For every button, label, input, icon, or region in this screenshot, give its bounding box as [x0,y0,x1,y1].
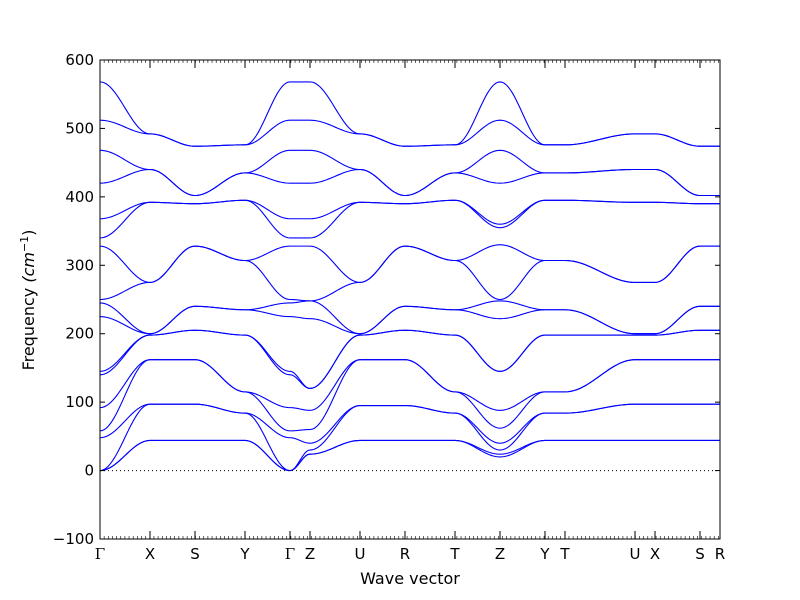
minor-x-ticks [99,60,719,539]
x-axis-title: Wave vector [360,569,460,588]
y-tick-label: 500 [65,119,94,137]
k-point-label: Z [305,545,315,563]
band-lines [99,81,720,472]
y-tick-label: 200 [65,325,94,343]
k-point-label: U [630,545,641,563]
y-tick-label: 0 [84,462,94,480]
band-line-14 [99,199,720,225]
k-point-label: S [695,545,705,563]
band-line-10 [99,300,720,335]
k-point-label: X [650,545,660,563]
y-tick-label: 600 [65,51,94,69]
band-line-5 [99,359,720,432]
band-line-17 [99,119,720,147]
k-point-label: Z [495,545,505,563]
plot-frame [99,59,721,540]
y-axis-unit: (cm [19,252,38,283]
band-line-9 [99,305,720,335]
k-point-label: Y [239,545,250,563]
y-axis-ticks: 600 500 400 300 200 100 0 −100 [53,51,720,548]
y-tick-label: 300 [65,256,94,274]
k-point-label: R [715,545,725,563]
k-point-label: S [190,545,200,563]
band-line-2 [99,439,720,472]
k-point-label: X [145,545,155,563]
band-line-8 [99,329,720,390]
y-tick-label: 400 [65,188,94,206]
k-point-label: T [449,545,460,563]
k-point-label: T [559,545,570,563]
y-axis-unit-exponent: −1 [18,236,31,252]
k-point-label: Y [539,545,550,563]
band-line-11 [99,245,720,302]
y-axis-title: Frequency (cm−1) [18,230,38,371]
band-line-18 [99,81,720,147]
band-line-4 [99,403,720,444]
k-point-label: Γ [285,545,295,563]
k-point-label: Γ [95,545,105,563]
band-line-13 [99,199,720,239]
band-line-3 [99,403,720,472]
k-point-label: R [400,545,410,563]
y-tick-label: 100 [65,393,94,411]
band-line-6 [99,359,720,411]
band-line-15 [99,168,720,197]
y-axis-unit-close: ) [19,230,38,236]
band-line-1 [99,439,720,472]
y-axis-title-text: Frequency [19,283,38,371]
k-point-label: U [355,545,366,563]
band-line-12 [99,244,720,283]
y-tick-label: −100 [53,530,94,548]
band-line-16 [99,149,720,197]
